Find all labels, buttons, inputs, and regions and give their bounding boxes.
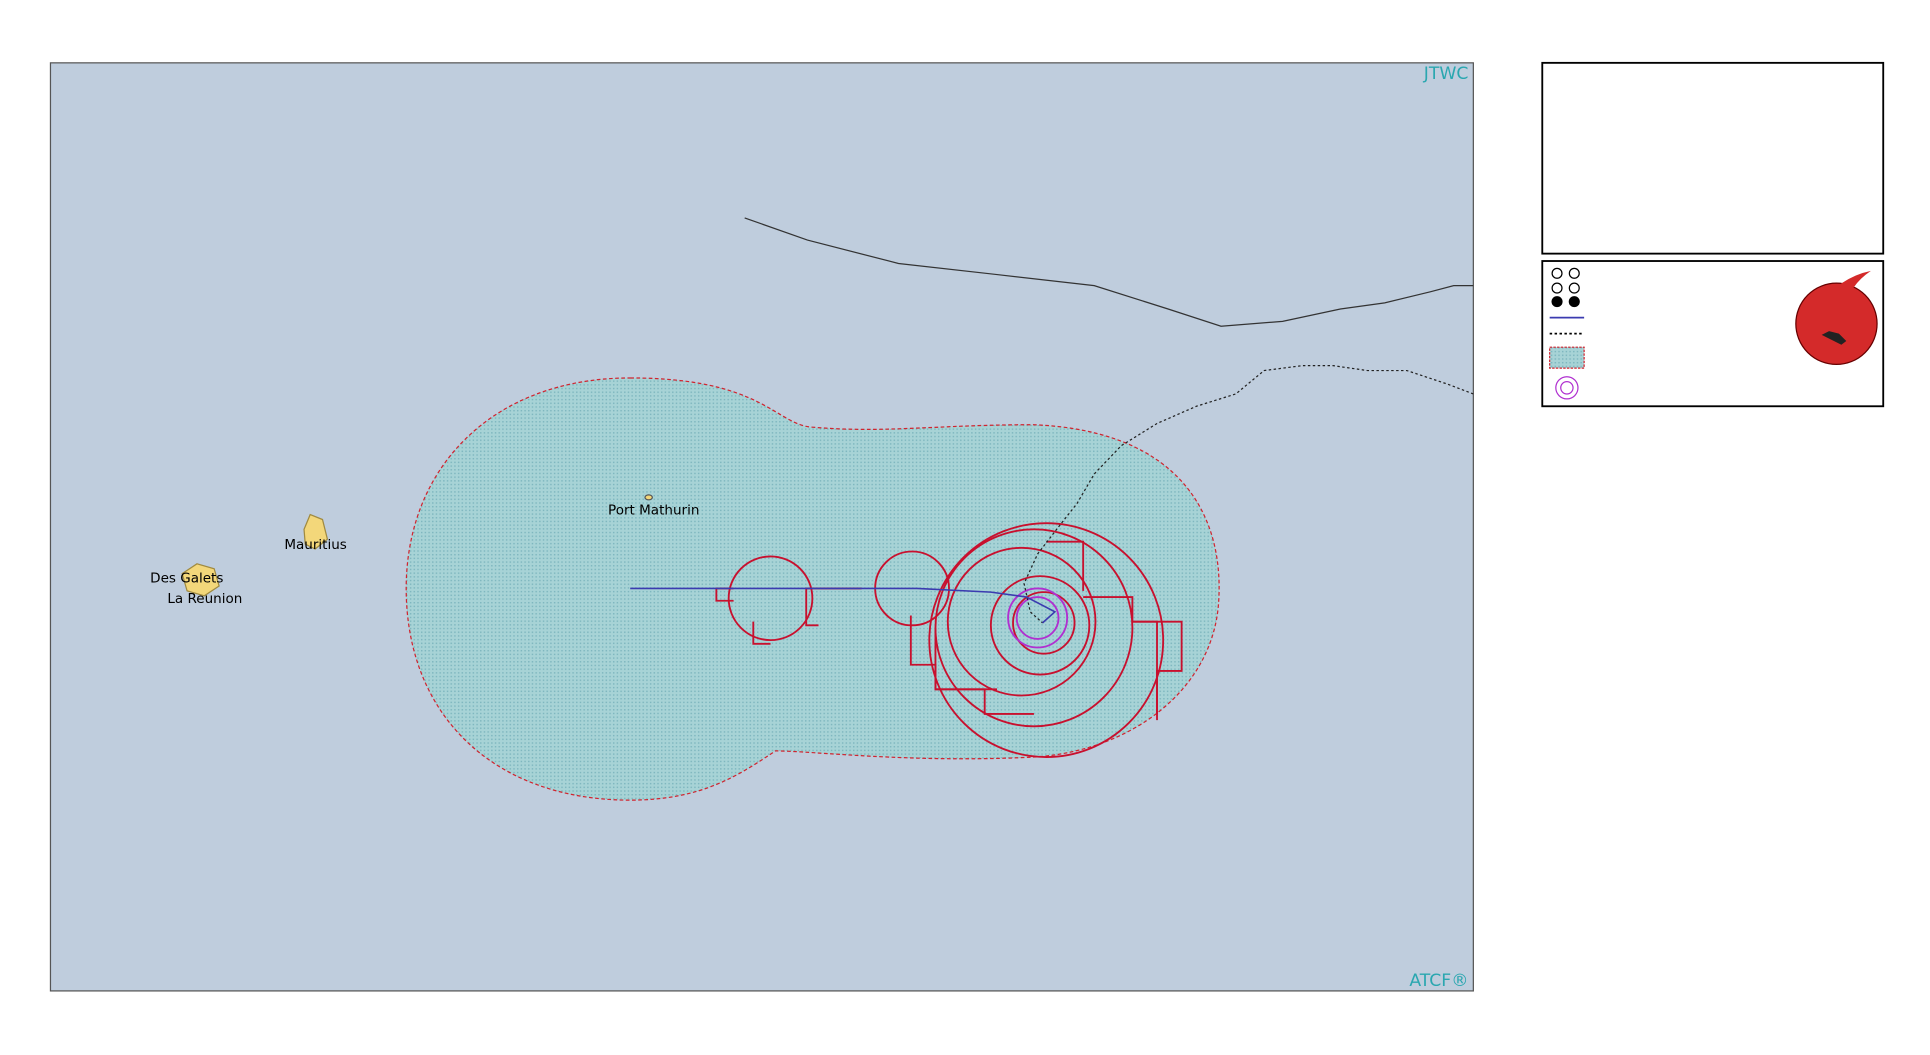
place-label: Des Galets	[150, 570, 223, 586]
place-label: Port Mathurin	[608, 503, 699, 519]
mauritius-land	[303, 513, 329, 550]
older-past-track	[744, 217, 1474, 327]
rodrigues-land	[644, 494, 653, 501]
agency: JTWC	[1423, 64, 1469, 84]
legend-symbols	[1549, 267, 1878, 400]
logo	[1795, 282, 1878, 366]
forecast-track	[630, 587, 1057, 624]
radius-64kt	[1015, 596, 1060, 640]
reunion-land	[181, 563, 220, 597]
place-label: Mauritius	[284, 537, 346, 553]
radius-50kt	[1007, 587, 1069, 649]
map-content	[181, 217, 1474, 801]
place-label: La Reunion	[167, 591, 242, 607]
footer: ATCF®	[1409, 971, 1468, 991]
warning-box	[1541, 61, 1885, 255]
